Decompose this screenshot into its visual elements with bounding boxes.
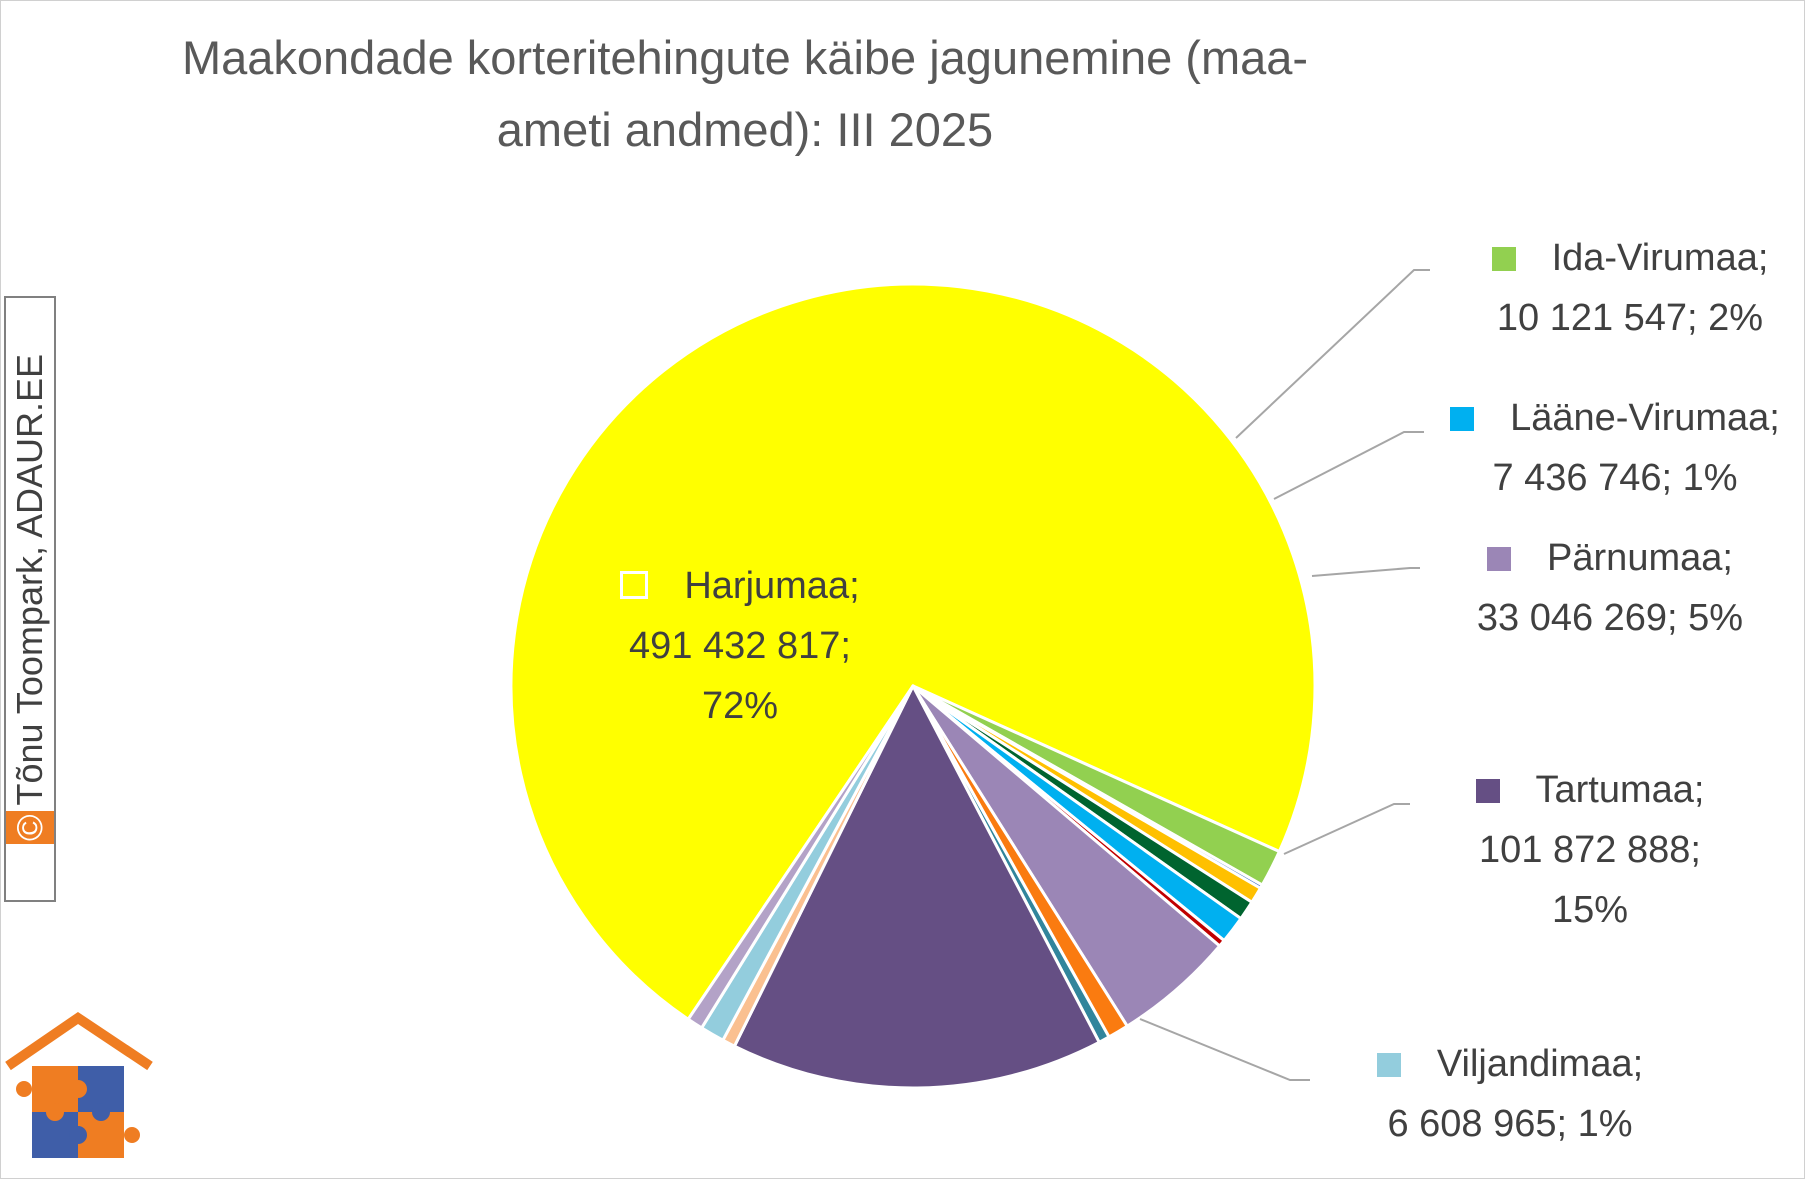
copyright-mark: © (6, 811, 54, 845)
pie-slice-unlabeled-13 (686, 684, 915, 1030)
label-parnumaa-line-1: Pärnumaa; (1547, 537, 1733, 579)
house-puzzle-logo-icon (5, 1011, 153, 1158)
data-label-ida-virumaa: Ida-Virumaa; 10 121 547; 2% (1460, 228, 1800, 348)
legend-key-tartumaa (1475, 779, 1500, 803)
label-harjumaa-line-3: 72% (701, 685, 779, 727)
label-laane-virumaa-line-2: 7 436 746; 1% (1492, 457, 1738, 499)
leader-line-laane-virumaa (1273, 431, 1424, 500)
data-label-parnumaa: Pärnumaa; 33 046 269; 5% (1440, 528, 1780, 648)
label-ida-virumaa-line-1: Ida-Virumaa; (1551, 237, 1769, 279)
label-viljandimaa-line-1: Viljandimaa; (1436, 1043, 1644, 1085)
copyright-watermark: © Tõnu Toompark, ADAUR.EE (4, 296, 56, 902)
leader-line-parnumaa (1311, 567, 1420, 577)
legend-key-ida-virumaa (1491, 247, 1516, 271)
leader-line-tartumaa (1283, 803, 1410, 855)
data-label-viljandimaa: Viljandimaa; 6 608 965; 1% (1340, 1034, 1680, 1154)
leader-line-ida-virumaa (1235, 269, 1430, 439)
pie-slice-harjumaa (509, 282, 1317, 1021)
label-viljandimaa-line-2: 6 608 965; 1% (1387, 1103, 1633, 1145)
chart-title-line-2: ameti andmed): III 2025 (496, 103, 994, 156)
data-label-tartumaa: Tartumaa; 101 872 888; 15% (1420, 760, 1760, 940)
pie-slice-tartumaa (732, 684, 1101, 1090)
chart-title: Maakondade korteritehingute käibe jagune… (150, 22, 1340, 166)
legend-key-parnumaa (1487, 547, 1512, 571)
label-tartumaa-line-3: 15% (1551, 889, 1629, 931)
label-parnumaa-line-2: 33 046 269; 5% (1476, 597, 1744, 639)
data-label-harjumaa: Harjumaa; 491 432 817; 72% (550, 556, 930, 736)
legend-key-harjumaa (620, 571, 649, 599)
leader-line-viljandimaa (1139, 1018, 1310, 1081)
label-ida-virumaa-line-2: 10 121 547; 2% (1496, 297, 1764, 339)
label-laane-virumaa-line-1: Lääne-Virumaa; (1510, 397, 1780, 439)
label-tartumaa-line-2: 101 872 888; (1479, 829, 1701, 871)
label-tartumaa-line-1: Tartumaa; (1535, 769, 1705, 811)
label-harjumaa-line-2: 491 432 817; (629, 625, 851, 667)
chart-title-line-1: Maakondade korteritehingute käibe jagune… (181, 31, 1309, 84)
label-harjumaa-line-1: Harjumaa; (684, 565, 860, 607)
legend-key-viljandimaa (1376, 1053, 1401, 1077)
legend-key-laane-virumaa (1450, 407, 1475, 431)
copyright-text: Tõnu Toompark, ADAUR.EE (9, 353, 50, 806)
data-label-laane-virumaa: Lääne-Virumaa; 7 436 746; 1% (1430, 388, 1800, 508)
